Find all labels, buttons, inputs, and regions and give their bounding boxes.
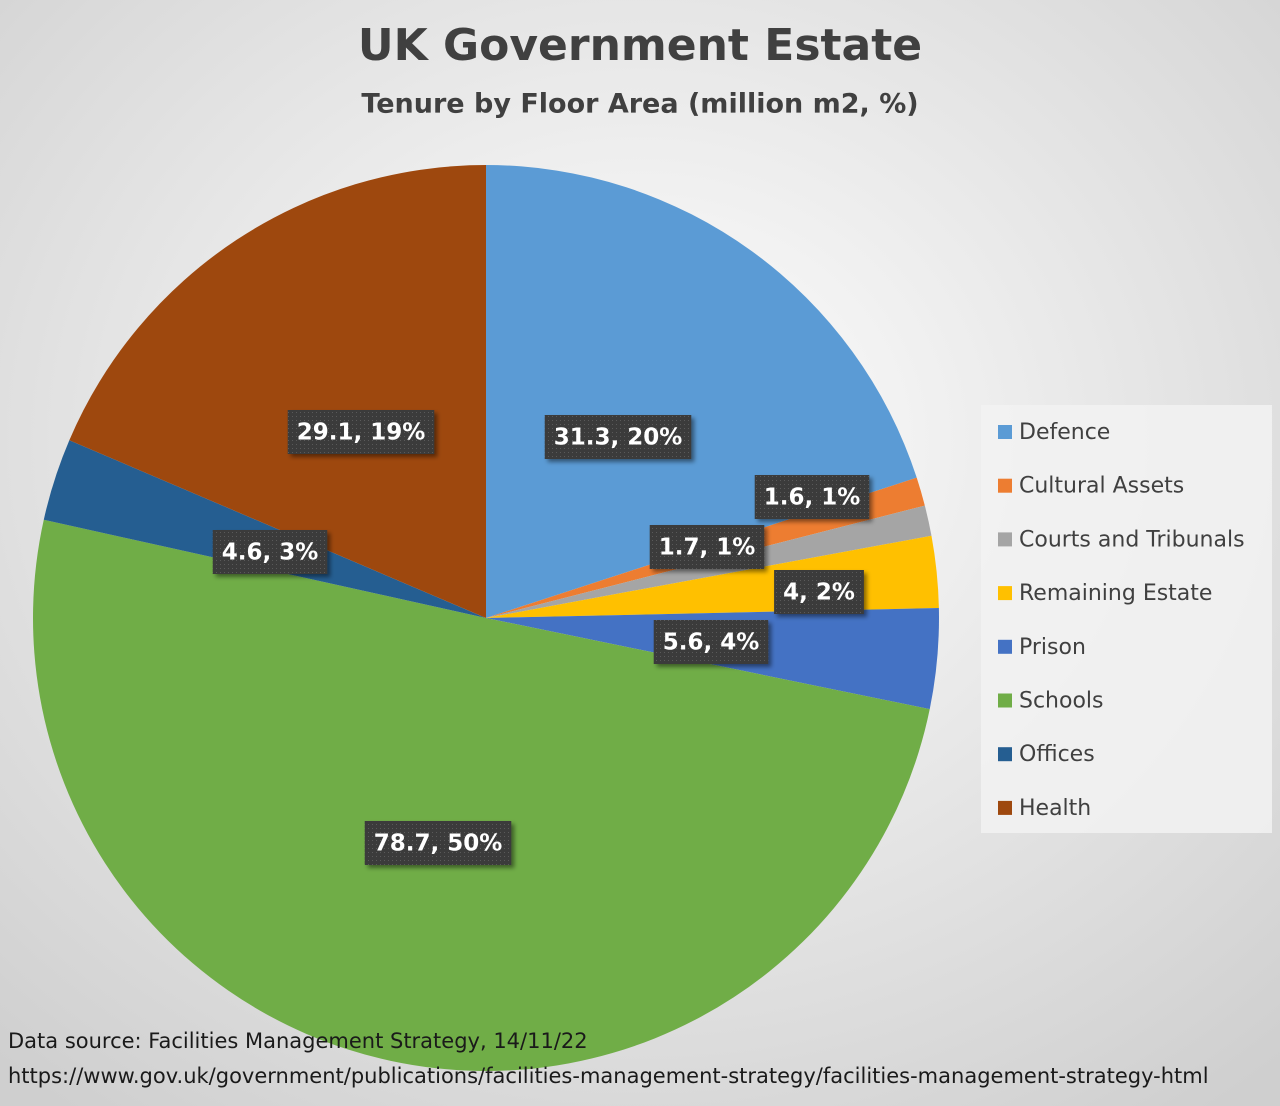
value-label-box [649, 525, 765, 569]
chart-subtitle: Tenure by Floor Area (million m2, %) [361, 89, 918, 120]
value-label: 78.7, 50% [374, 831, 503, 857]
chart-title: UK Government Estate [358, 20, 922, 71]
source-url: https://www.gov.uk/government/publicatio… [8, 1064, 1209, 1088]
value-label-box [774, 570, 864, 614]
legend-swatch [998, 747, 1012, 762]
value-label-group: 4.6, 3% [212, 530, 328, 574]
value-label: 31.3, 20% [554, 425, 683, 451]
value-label-group: 31.3, 20% [544, 415, 692, 459]
value-label-box [544, 415, 692, 459]
value-label-group: 1.7, 1% [649, 525, 765, 569]
value-label-box [212, 530, 328, 574]
value-label-box [287, 410, 435, 454]
pie-slice [43, 440, 486, 618]
legend-swatch [998, 639, 1012, 654]
legend-label: Cultural Assets [1019, 474, 1184, 499]
legend-swatch [998, 586, 1012, 601]
value-label: 29.1, 19% [297, 420, 426, 446]
value-label-box [754, 475, 870, 519]
legend-box [981, 405, 1272, 833]
value-label-group: 5.6, 4% [653, 620, 769, 664]
legend-swatch [998, 532, 1012, 547]
source-note: Data source: Facilities Management Strat… [8, 1029, 588, 1053]
legend-label: Defence [1019, 420, 1110, 445]
value-labels: 31.3, 20% 1.6, 1% 1.7, 1% 4, 2% 5.6, 4% 78.7,… [212, 410, 870, 865]
pie-slice [69, 165, 487, 618]
legend-label: Remaining Estate [1019, 581, 1212, 606]
legend-swatch [998, 478, 1012, 493]
legend-label: Health [1019, 796, 1091, 821]
value-label-group: 4, 2% [774, 570, 864, 614]
legend-swatch [998, 800, 1012, 815]
value-label: 5.6, 4% [663, 630, 760, 656]
legend-label: Schools [1019, 689, 1104, 714]
value-label-box [653, 620, 769, 664]
value-label: 1.6, 1% [764, 485, 861, 511]
value-label: 1.7, 1% [659, 535, 756, 561]
value-label-group: 29.1, 19% [287, 410, 435, 454]
legend: Defence Cultural Assets Courts and Tribuna… [981, 405, 1272, 833]
value-label-group: 78.7, 50% [364, 821, 512, 865]
value-label: 4.6, 3% [222, 540, 319, 566]
value-label-group: 1.6, 1% [754, 475, 870, 519]
legend-label: Offices [1019, 742, 1095, 767]
pie-slice [32, 519, 930, 1072]
value-label: 4, 2% [783, 580, 855, 606]
legend-swatch [998, 425, 1012, 439]
legend-swatch [998, 693, 1012, 708]
legend-label: Prison [1019, 635, 1086, 660]
pie [32, 165, 939, 1072]
value-label-box [364, 821, 512, 865]
legend-label: Courts and Tribunals [1019, 527, 1245, 552]
